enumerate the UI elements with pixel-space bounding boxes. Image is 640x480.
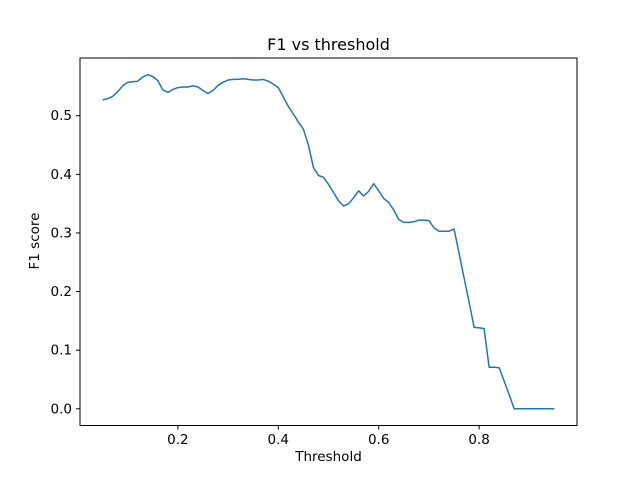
y-tick-label: 0.3 — [51, 225, 72, 241]
y-tick-label: 0.4 — [51, 167, 72, 183]
y-tick-label: 0.5 — [51, 108, 72, 124]
x-axis-label: Threshold — [295, 449, 362, 465]
x-tick-label: 0.4 — [268, 432, 289, 448]
y-tick-label: 0.1 — [51, 343, 72, 359]
x-tick-label: 0.2 — [167, 432, 188, 448]
chart-title: F1 vs threshold — [267, 35, 390, 54]
x-tick-label: 0.6 — [368, 432, 389, 448]
y-tick-label: 0.2 — [51, 284, 72, 300]
f1-curve — [102, 73, 555, 410]
axes-spines — [79, 57, 578, 426]
x-tick-label: 0.8 — [468, 432, 489, 448]
y-tick-label: 0.0 — [51, 401, 72, 417]
